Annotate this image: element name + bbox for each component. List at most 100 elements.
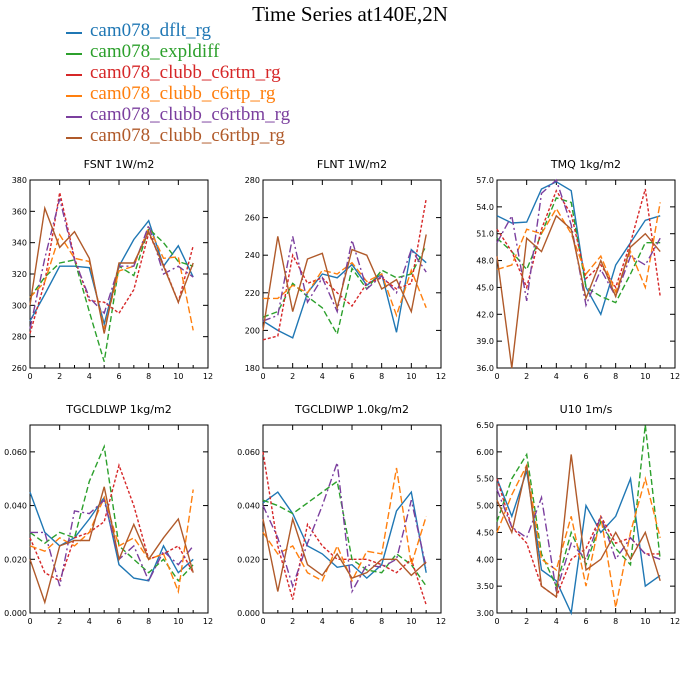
legend-swatch — [66, 116, 82, 118]
y-tick-label: 54.0 — [476, 203, 494, 212]
series-line-cam078_clubb_c6rtbm_rg — [496, 178, 661, 308]
x-tick-label: 0 — [260, 617, 265, 626]
series-line-cam078_clubb_c6rtbm_rg — [496, 489, 661, 592]
series-line-cam078_clubb_c6rtbp_rg — [29, 205, 194, 334]
legend-swatch — [66, 95, 82, 97]
y-tick-label: 5.00 — [476, 502, 494, 511]
x-tick-label: 0 — [494, 617, 499, 626]
plot-frame — [262, 179, 442, 369]
series-line-cam078_clubb_c6rtm_rg — [29, 462, 194, 582]
series-line-cam078_expldiff — [262, 245, 427, 337]
y-tick-label: 220 — [245, 289, 260, 298]
y-tick-label: 39.0 — [476, 337, 494, 346]
panel-title: FSNT 1W/m2 — [84, 158, 155, 171]
series-line-cam078_expldiff — [496, 197, 661, 304]
y-tick-label: 4.00 — [476, 555, 494, 564]
series-line-cam078_clubb_c6rtp_rg — [262, 467, 427, 583]
x-tick-label: 8 — [613, 372, 618, 381]
panel-title: TGCLDLWP 1kg/m2 — [65, 403, 171, 416]
legend-label: cam078_expldiff — [90, 41, 220, 62]
series-line-cam078_dflt_rg — [496, 470, 661, 616]
y-tick-label: 42.0 — [476, 310, 494, 319]
y-tick-label: 48.0 — [476, 257, 494, 266]
x-tick-label: 10 — [173, 372, 183, 381]
y-tick-label: 380 — [12, 176, 27, 185]
x-tick-label: 2 — [290, 372, 295, 381]
y-tick-label: 0.040 — [237, 502, 260, 511]
series-line-cam078_dflt_rg — [262, 248, 427, 339]
legend-label: cam078_dflt_rg — [90, 20, 212, 41]
x-tick-label: 12 — [203, 372, 213, 381]
x-tick-label: 2 — [290, 617, 295, 626]
series-line-cam078_clubb_c6rtbm_rg — [262, 462, 427, 594]
y-tick-label: 0.020 — [4, 555, 27, 564]
x-tick-label: 0 — [494, 372, 499, 381]
chart-panel: FLNT 1W/m2 0 2 4 6 8 10 12 180 200 220 240 260 280 — [245, 158, 446, 381]
x-tick-label: 4 — [554, 617, 559, 626]
legend-label: cam078_clubb_c6rtp_rg — [90, 83, 276, 104]
y-tick-label: 260 — [12, 364, 27, 373]
x-tick-label: 12 — [436, 617, 446, 626]
x-tick-label: 4 — [87, 617, 92, 626]
plot-frame — [262, 424, 442, 614]
series-line-cam078_clubb_c6rtm_rg — [496, 478, 661, 598]
y-tick-label: 3.00 — [476, 609, 494, 618]
y-tick-label: 5.50 — [476, 475, 494, 484]
series-line-cam078_expldiff — [29, 443, 194, 582]
series-line-cam078_clubb_c6rtbp_rg — [262, 516, 427, 592]
x-tick-label: 10 — [640, 372, 650, 381]
y-tick-label: 6.00 — [476, 448, 494, 457]
series-line-cam078_clubb_c6rtbp_rg — [496, 454, 661, 599]
x-tick-label: 4 — [320, 617, 325, 626]
y-tick-label: 3.50 — [476, 582, 494, 591]
x-tick-label: 2 — [524, 617, 529, 626]
x-tick-label: 2 — [57, 372, 62, 381]
x-tick-label: 4 — [320, 372, 325, 381]
series-line-cam078_clubb_c6rtm_rg — [262, 451, 427, 606]
x-tick-label: 8 — [379, 372, 384, 381]
y-tick-label: 45.0 — [476, 283, 494, 292]
x-tick-label: 10 — [406, 372, 416, 381]
x-tick-label: 0 — [27, 372, 32, 381]
y-tick-label: 280 — [245, 176, 260, 185]
y-tick-label: 340 — [12, 239, 27, 248]
chart-panel: U10 1m/s 0 2 4 6 8 10 12 3.00 3.50 4.00 4.50 5.00 5.5… — [476, 403, 680, 626]
series-line-cam078_clubb_c6rtm_rg — [496, 188, 661, 297]
series-line-cam078_clubb_c6rtp_rg — [496, 202, 661, 294]
series-line-cam078_clubb_c6rtbp_rg — [496, 214, 661, 369]
x-tick-label: 12 — [436, 372, 446, 381]
x-tick-label: 0 — [27, 617, 32, 626]
y-tick-label: 300 — [12, 301, 27, 310]
series-line-cam078_clubb_c6rtp_rg — [496, 463, 661, 608]
x-tick-label: 4 — [554, 372, 559, 381]
y-tick-label: 4.50 — [476, 528, 494, 537]
y-tick-label: 57.0 — [476, 176, 494, 185]
series-line-cam078_dflt_rg — [496, 181, 661, 317]
x-tick-label: 12 — [203, 617, 213, 626]
y-tick-label: 0.060 — [4, 448, 27, 457]
series-line-cam078_clubb_c6rtm_rg — [262, 198, 427, 341]
legend-label: cam078_clubb_c6rtm_rg — [90, 62, 281, 83]
panel-title: TMQ 1kg/m2 — [550, 158, 621, 171]
panel-title: FLNT 1W/m2 — [317, 158, 387, 171]
x-tick-label: 0 — [260, 372, 265, 381]
y-tick-label: 260 — [245, 214, 260, 223]
legend-label: cam078_clubb_c6rtbp_rg — [90, 125, 285, 146]
y-tick-label: 180 — [245, 364, 260, 373]
x-tick-label: 2 — [57, 617, 62, 626]
x-tick-label: 10 — [406, 617, 416, 626]
legend-swatch — [66, 74, 82, 76]
panel-title: U10 1m/s — [560, 403, 613, 416]
series-line-cam078_clubb_c6rtbp_rg — [262, 234, 427, 331]
y-tick-label: 280 — [12, 333, 27, 342]
chart-panel: FSNT 1W/m2 0 2 4 6 8 10 12 260 280 300 320 340 360 380 — [12, 158, 213, 381]
x-tick-label: 10 — [173, 617, 183, 626]
chart-panel: TGCLDIWP 1.0kg/m2 0 2 4 6 8 10 12 0.000 0.020 0.04… — [237, 403, 446, 626]
y-tick-label: 360 — [12, 207, 27, 216]
series-line-cam078_expldiff — [29, 227, 194, 362]
y-tick-label: 0.040 — [4, 502, 27, 511]
legend-swatch — [66, 53, 82, 55]
y-tick-label: 36.0 — [476, 364, 494, 373]
legend-label: cam078_clubb_c6rtbm_rg — [90, 104, 291, 125]
x-tick-label: 8 — [613, 617, 618, 626]
